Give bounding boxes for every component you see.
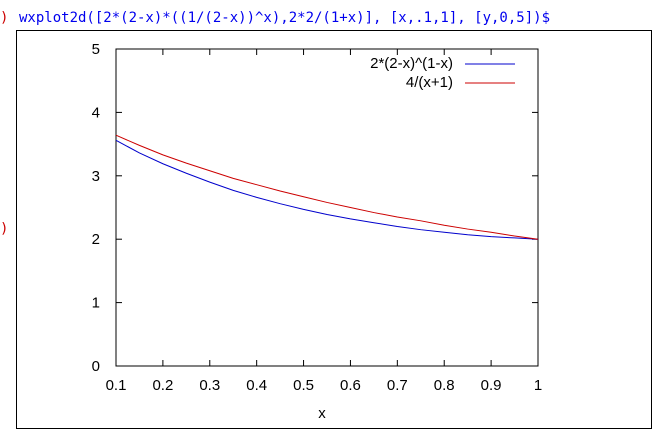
legend-label-series-2: 4/(x+1) xyxy=(406,74,453,91)
input-prompt-marker: ) xyxy=(0,10,9,26)
y-tick-label: 4 xyxy=(92,104,100,121)
plot-output-frame xyxy=(16,30,652,429)
plot-area-border xyxy=(115,48,539,367)
x-tick-label: 0.8 xyxy=(434,377,455,394)
series-lines xyxy=(115,134,539,240)
y-tick-label: 2 xyxy=(92,231,100,248)
y-tick-labels: 0 1 2 3 4 5 xyxy=(92,41,100,375)
y-tick-label: 3 xyxy=(92,168,100,185)
legend-label-series-1: 2*(2-x)^(1-x) xyxy=(370,55,453,72)
series-line-2 xyxy=(115,134,539,240)
x-tick-label: 0.7 xyxy=(387,377,408,394)
x-tick-label: 0.1 xyxy=(106,377,127,394)
y-tick-label: 0 xyxy=(92,358,100,375)
y-tick-label: 1 xyxy=(92,295,100,312)
x-tick-labels: 0.1 0.2 0.3 0.4 0.5 0.6 0.7 0.8 0.9 1 xyxy=(106,377,543,394)
legend: 2*(2-x)^(1-x) 4/(x+1) xyxy=(370,55,515,91)
command-text[interactable]: wxplot2d([2*(2-x)*((1/(2-x))^x),2*2/(1+x… xyxy=(19,10,551,26)
x-tick-label: 0.5 xyxy=(293,377,314,394)
axis-ticks xyxy=(115,48,539,367)
x-axis-label: x xyxy=(318,405,326,422)
output-prompt-marker: ) xyxy=(0,221,9,237)
x-tick-label: 0.9 xyxy=(481,377,502,394)
x-tick-label: 0.4 xyxy=(246,377,267,394)
x-tick-label: 0.2 xyxy=(152,377,173,394)
y-tick-label: 5 xyxy=(92,41,100,58)
x-tick-label: 0.3 xyxy=(199,377,220,394)
x-tick-label: 0.6 xyxy=(340,377,361,394)
series-line-1 xyxy=(115,139,539,240)
x-tick-label: 1 xyxy=(534,377,542,394)
